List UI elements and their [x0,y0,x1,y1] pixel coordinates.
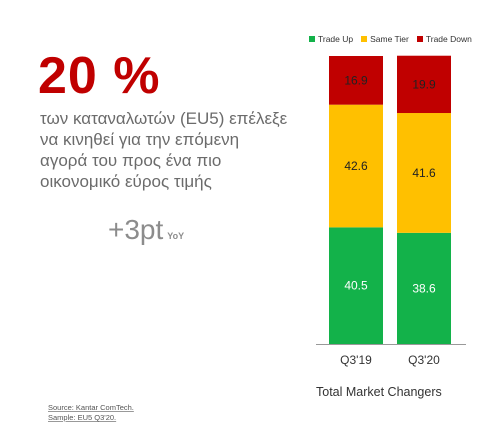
bar-segment-trade-down [329,56,383,105]
bar-segment-same-tier [329,104,383,228]
data-label: 16.9 [344,73,368,87]
legend-label: Same Tier [370,34,409,44]
headline-stat: 20 % [38,47,161,105]
headline-description: των καταναλωτών (EU5) επέλεξε να κινηθεί… [40,109,288,191]
data-label: 38.6 [412,281,436,295]
data-label: 40.5 [344,279,368,293]
legend-label: Trade Up [318,34,354,44]
source-note: Source: Kantar ComTech. Sample: EU5 Q3'2… [48,403,134,423]
bar-segment-same-tier [397,113,451,233]
yoy-delta: +3pt YoY [108,214,184,246]
delta-value: +3pt [108,214,164,245]
bar-segment-trade-down [397,55,451,114]
legend-swatch [361,36,368,42]
legend-swatch [416,36,423,42]
x-tick-label: Q3'19 [340,353,372,367]
bar-segment-trade-up [397,232,451,344]
legend-item: Trade Up [309,34,353,44]
legend-item: Same Tier [361,34,409,44]
data-label: 41.6 [412,166,436,180]
data-label: 19.9 [412,77,436,91]
bar-segment-trade-up [329,227,383,344]
sample-line: Sample: EU5 Q3'20. [48,413,117,422]
legend-label: Trade Down [425,34,472,44]
chart-title: Total Market Changers [316,385,442,399]
chart-legend: Trade Up Same Tier Trade Down [309,34,472,44]
source-line: Source: Kantar ComTech. [48,403,134,412]
data-label: 42.6 [344,159,368,173]
x-tick-label: Q3'20 [408,353,440,367]
legend-swatch [309,36,315,42]
legend-item: Trade Down [416,34,472,44]
delta-unit: YoY [167,231,185,241]
